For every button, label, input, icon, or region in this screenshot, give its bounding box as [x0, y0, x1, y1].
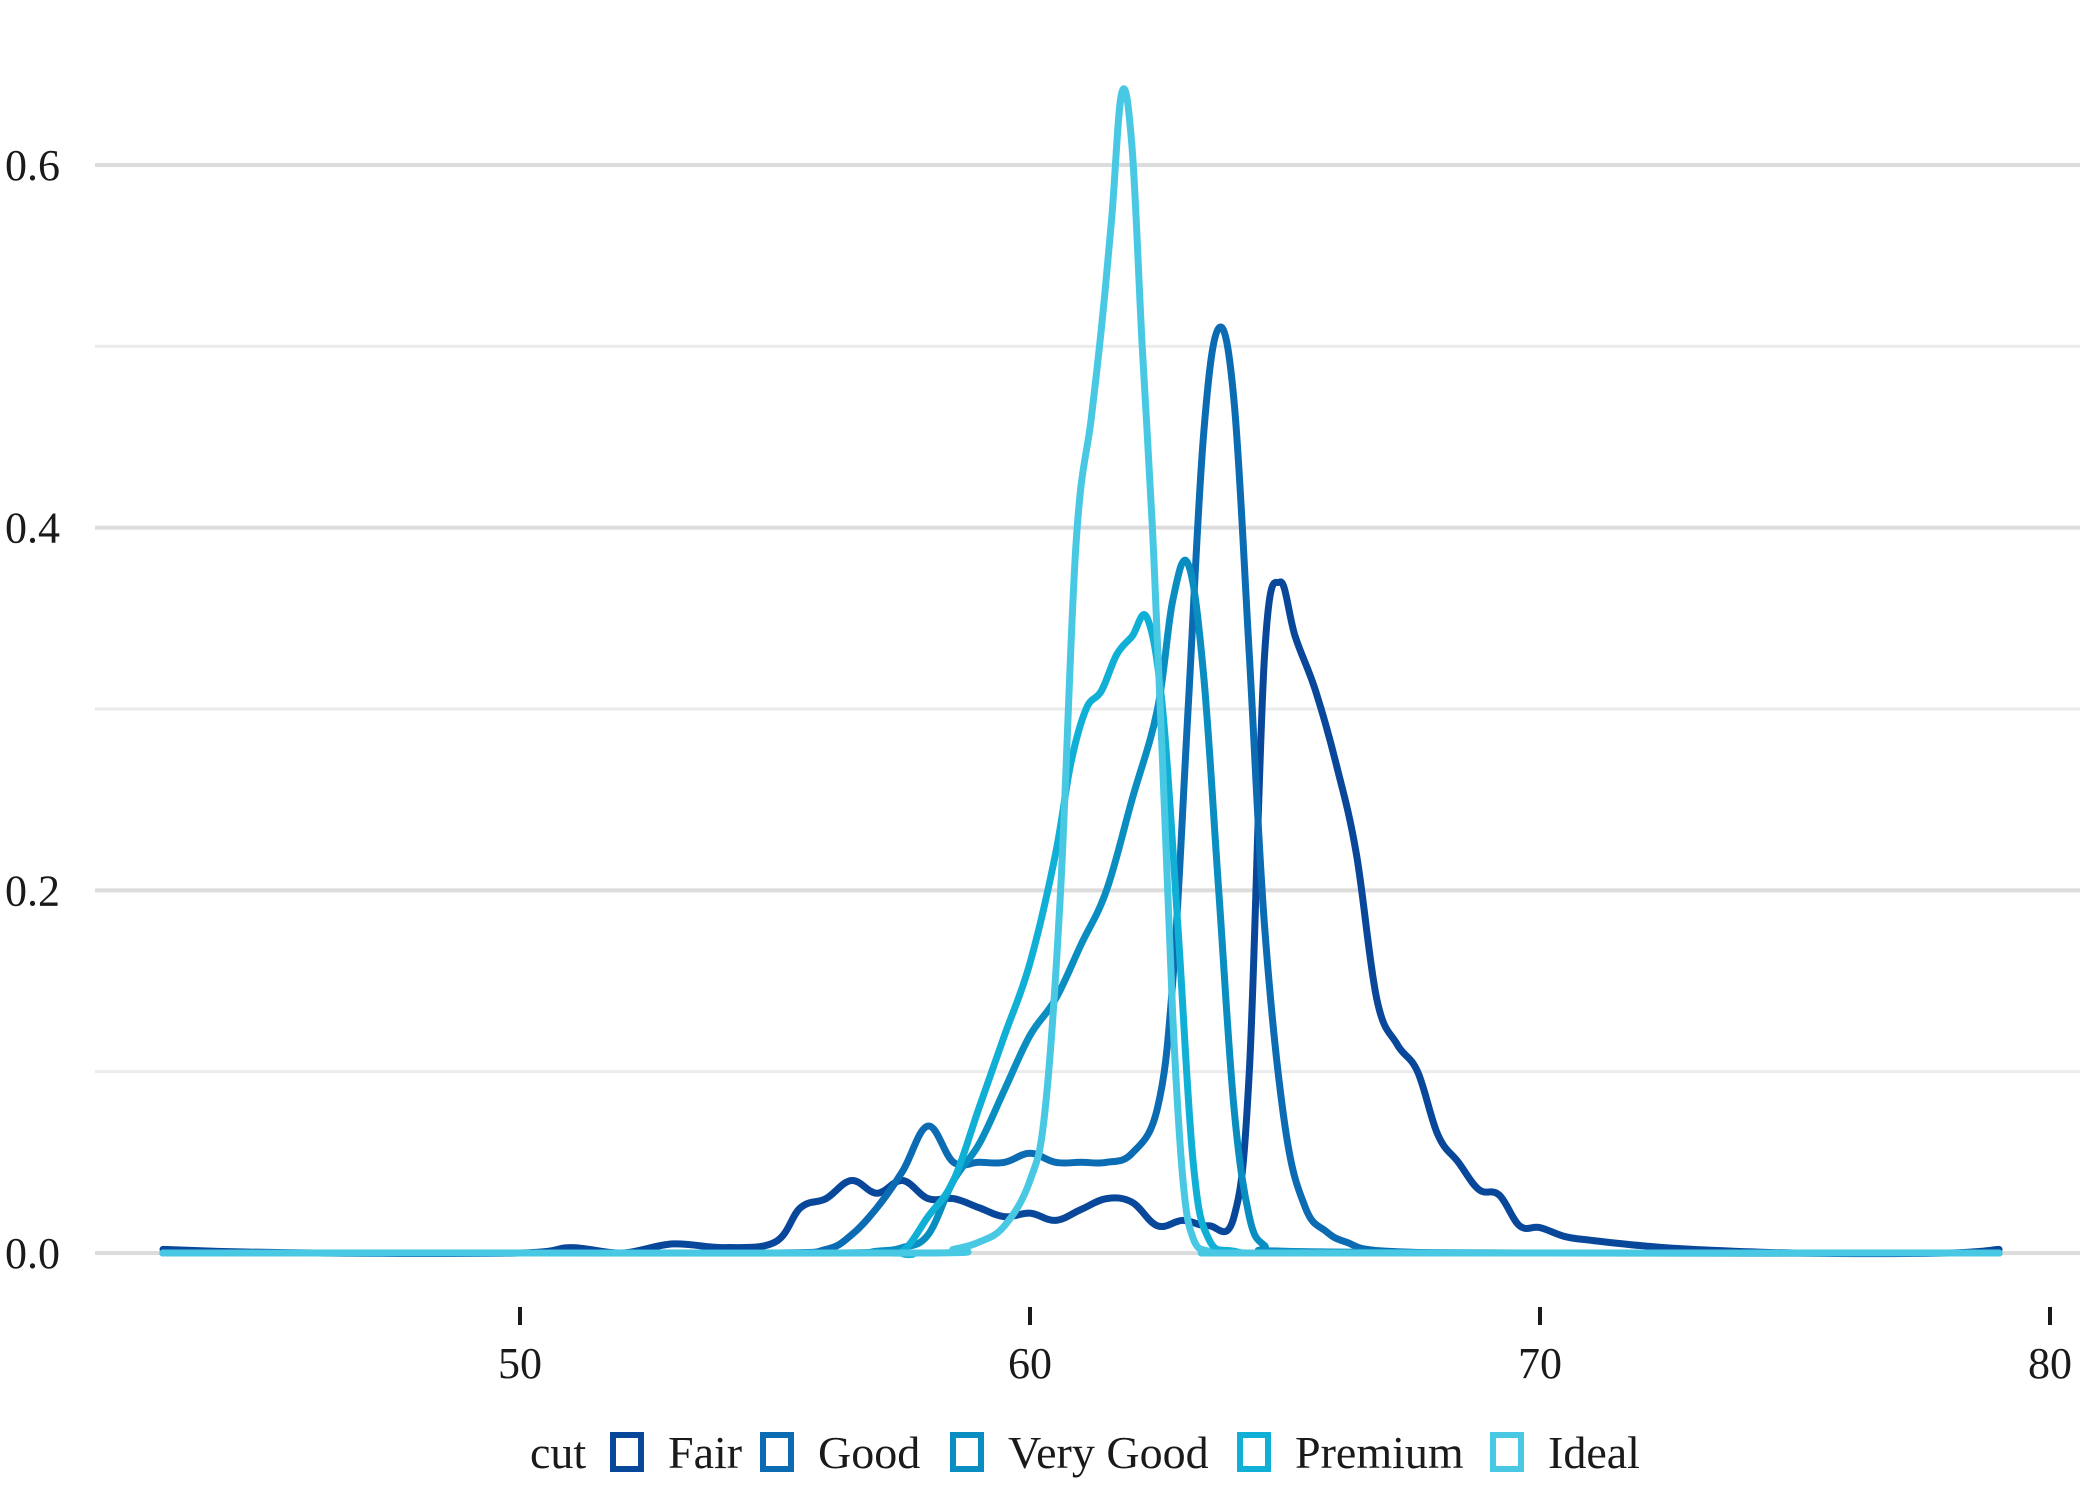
legend: cut Fair Good Very Good Premium Ideal: [530, 1427, 1640, 1478]
legend-label-premium: Premium: [1295, 1427, 1464, 1478]
legend-label-good: Good: [818, 1427, 920, 1478]
legend-label-very-good: Very Good: [1008, 1427, 1209, 1478]
legend-key-good: [760, 1432, 794, 1472]
y-tick-label: 0.4: [5, 504, 60, 553]
y-tick-label: 0.2: [5, 866, 60, 915]
legend-key-very-good: [950, 1432, 984, 1472]
x-tick-label: 70: [1518, 1339, 1562, 1388]
y-tick-label: 0.6: [5, 141, 60, 190]
legend-label-ideal: Ideal: [1548, 1427, 1640, 1478]
axes: 0.0 0.2 0.4 0.6 50 60 70 80: [5, 141, 2072, 1388]
x-tick-label: 80: [2028, 1339, 2072, 1388]
y-tick-label: 0.0: [5, 1229, 60, 1278]
series-line-fair: [159, 578, 2003, 1258]
legend-label-fair: Fair: [668, 1427, 742, 1478]
legend-key-fair: [610, 1432, 644, 1472]
series-line-very-good: [159, 556, 2003, 1257]
x-tick-label: 60: [1008, 1339, 1052, 1388]
series-line-premium: [159, 611, 2003, 1259]
legend-key-ideal: [1490, 1432, 1524, 1472]
density-lines: [159, 85, 2003, 1259]
x-tick-label: 50: [498, 1339, 542, 1388]
legend-key-premium: [1237, 1432, 1271, 1472]
series-line-ideal: [159, 85, 2003, 1257]
legend-title: cut: [530, 1427, 586, 1478]
